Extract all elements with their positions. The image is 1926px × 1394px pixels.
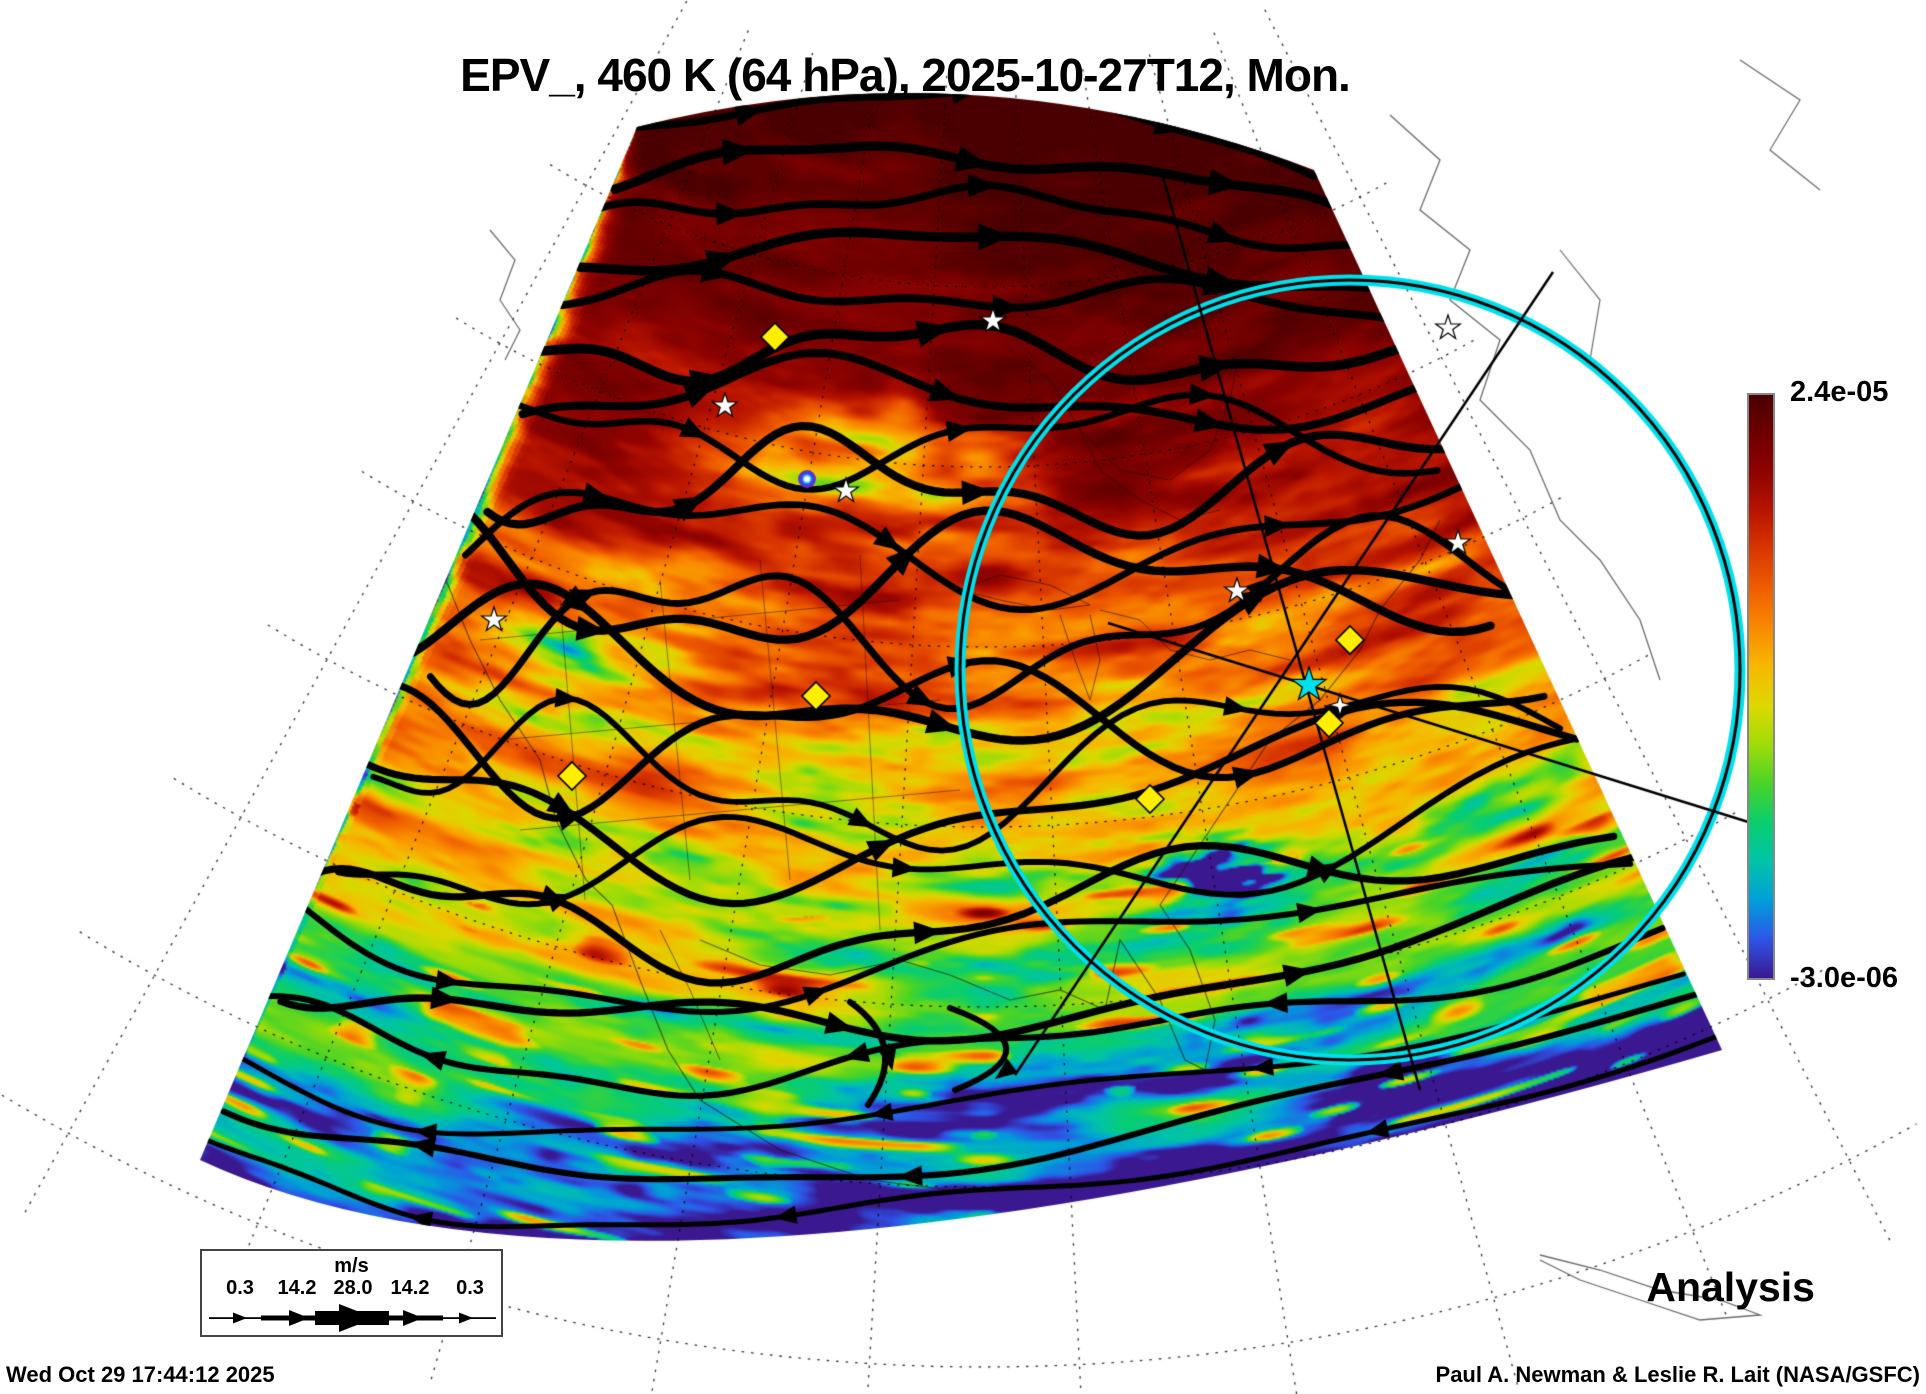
wind-value-3: 14.2: [390, 1277, 430, 1299]
wind-value-4: 0.3: [456, 1277, 484, 1299]
wind-speed-legend: m/s 0.3 14.2 28.0 14.2 0.3: [200, 1249, 503, 1337]
wind-arrow-glyph: [209, 1304, 496, 1332]
wind-value-0: 0.3: [226, 1277, 254, 1299]
colorbar-max-label: 2.4e-05: [1790, 376, 1889, 408]
wind-value-1: 14.2: [277, 1277, 317, 1299]
colorbar-min-label: -3.0e-06: [1790, 962, 1899, 994]
wind-unit-label: m/s: [334, 1255, 369, 1277]
analysis-label: Analysis: [1646, 1264, 1815, 1310]
render-timestamp: Wed Oct 29 17:44:12 2025: [6, 1362, 275, 1387]
credit-text: Paul A. Newman & Leslie R. Lait (NASA/GS…: [1435, 1362, 1920, 1387]
colorbar: [1747, 393, 1775, 980]
wind-value-2: 28.0: [333, 1277, 373, 1299]
page-title: EPV_, 460 K (64 hPa), 2025-10-27T12, Mon…: [460, 49, 1351, 101]
